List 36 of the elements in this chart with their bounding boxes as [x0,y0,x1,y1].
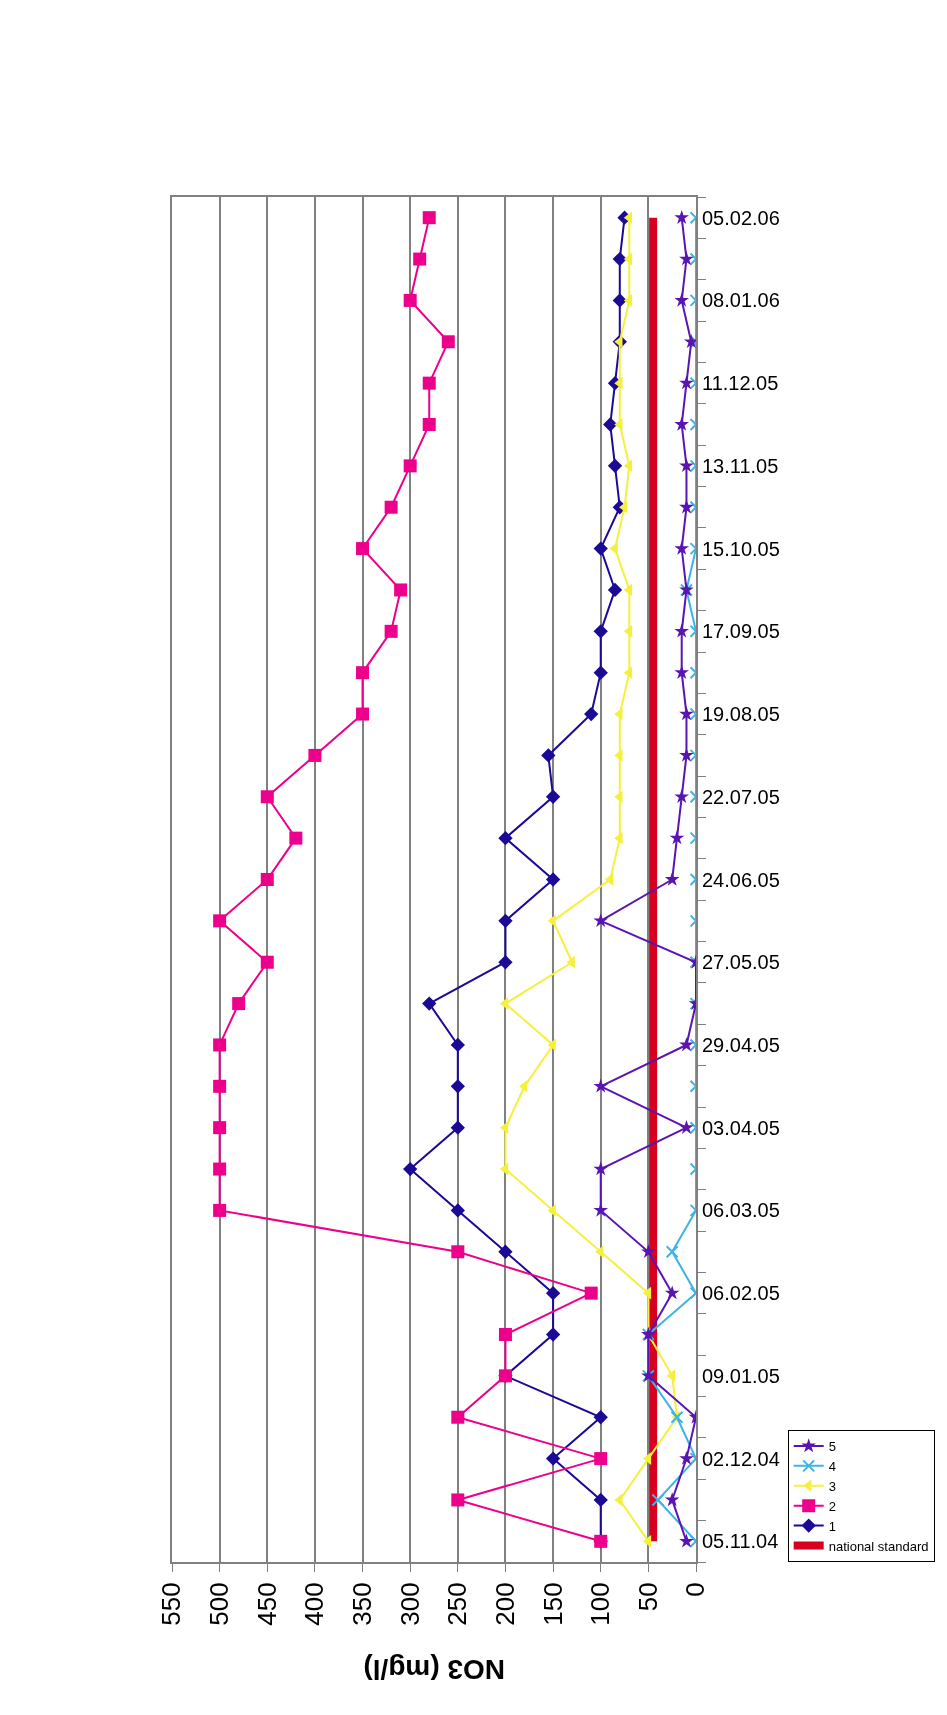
y-tick-label: 06.03.05 [702,1199,780,1222]
x-axis-title: NO3 (mg/l) [363,1654,505,1685]
y-tick-label: 06.02.05 [702,1282,780,1305]
legend-label: 4 [828,1458,836,1474]
x-tick-label: 50 [632,1582,663,1612]
x-tick-label: 150 [537,1582,568,1626]
y-tick-label: 17.09.05 [702,620,780,643]
x-tick-label: 100 [585,1582,616,1626]
x-tick-label: 350 [347,1582,377,1626]
x-tick-label: 300 [394,1582,425,1626]
x-tick-label: 500 [204,1582,235,1626]
y-tick-label: 24.06.05 [702,868,780,891]
y-tick-label: 19.08.05 [702,703,780,726]
y-tick-label: 08.01.06 [702,289,780,312]
y-tick-label: 29.04.05 [702,1033,780,1056]
legend-label: 3 [828,1478,836,1494]
y-tick-label: 02.12.04 [702,1447,780,1470]
x-tick-label: 450 [251,1582,282,1626]
y-tick-label: 03.04.05 [702,1116,780,1139]
legend-label: 2 [828,1498,836,1514]
x-tick-label: 400 [299,1582,330,1626]
legend-label: national standard [828,1538,929,1554]
y-tick-label: 27.05.05 [702,951,780,974]
x-tick-label: 550 [156,1582,187,1626]
legend-label: 1 [828,1518,836,1534]
legend-label: 5 [828,1439,836,1455]
x-tick-label: 0 [680,1582,711,1597]
x-tick-label: 200 [489,1582,520,1626]
y-tick-label: 11.12.05 [702,372,779,395]
y-tick-label: 13.11.05 [702,454,779,477]
x-tick-label: 250 [442,1582,473,1626]
y-tick-label: 22.07.05 [702,785,780,808]
y-tick-label: 05.11.04 [702,1530,779,1553]
y-tick-label: 05.02.06 [702,206,780,229]
y-tick-label: 15.10.05 [702,537,780,560]
y-tick-label: 09.01.05 [702,1364,780,1387]
